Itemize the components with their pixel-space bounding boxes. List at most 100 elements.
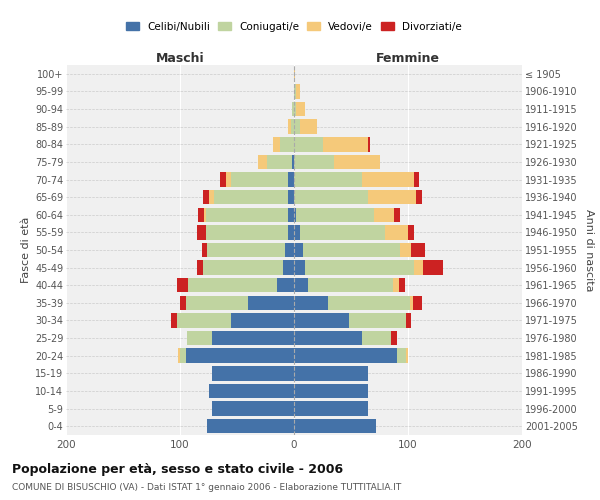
Bar	[323, 137, 368, 152]
Bar	[412, 243, 425, 257]
Bar	[362, 172, 414, 186]
Bar	[368, 190, 416, 204]
Bar	[334, 154, 380, 169]
Bar	[385, 225, 408, 240]
Bar	[198, 208, 204, 222]
Bar	[294, 331, 362, 345]
Bar	[294, 419, 376, 434]
Bar	[294, 243, 303, 257]
Bar	[206, 208, 289, 222]
Bar	[197, 225, 206, 240]
Bar	[232, 314, 294, 328]
Bar	[226, 172, 232, 186]
Bar	[289, 190, 294, 204]
Bar	[176, 314, 232, 328]
Bar	[289, 225, 294, 240]
Text: COMUNE DI BISUSCHIO (VA) - Dati ISTAT 1° gennaio 2006 - Elaborazione TUTTITALIA.: COMUNE DI BISUSCHIO (VA) - Dati ISTAT 1°…	[12, 482, 401, 492]
Bar	[289, 172, 294, 186]
Bar	[294, 278, 308, 292]
Bar	[394, 208, 400, 222]
Bar	[294, 172, 362, 186]
Bar	[212, 331, 294, 345]
Bar	[305, 260, 414, 275]
Bar	[171, 314, 176, 328]
Bar	[294, 402, 368, 416]
Y-axis label: Anni di nascita: Anni di nascita	[584, 209, 595, 291]
Bar	[294, 154, 334, 169]
Bar	[220, 172, 226, 186]
Bar	[232, 172, 289, 186]
Bar	[212, 366, 294, 380]
Bar	[300, 225, 385, 240]
Bar	[296, 102, 305, 117]
Bar	[296, 208, 374, 222]
Bar	[296, 84, 300, 98]
Bar	[186, 348, 294, 363]
Bar	[202, 243, 208, 257]
Bar	[303, 243, 400, 257]
Bar	[308, 278, 393, 292]
Bar	[176, 278, 188, 292]
Bar	[416, 190, 422, 204]
Bar	[406, 314, 412, 328]
Bar	[180, 348, 186, 363]
Bar	[410, 296, 413, 310]
Bar	[212, 402, 294, 416]
Bar	[208, 243, 285, 257]
Bar	[208, 419, 294, 434]
Bar	[209, 190, 214, 204]
Bar	[178, 348, 180, 363]
Text: Maschi: Maschi	[155, 52, 205, 65]
Bar	[188, 278, 277, 292]
Bar	[274, 137, 280, 152]
Bar	[206, 225, 289, 240]
Bar	[294, 260, 305, 275]
Bar	[294, 190, 368, 204]
Bar	[362, 331, 391, 345]
Bar	[349, 314, 406, 328]
Bar	[294, 120, 300, 134]
Bar	[209, 384, 294, 398]
Bar	[289, 120, 290, 134]
Bar	[294, 137, 323, 152]
Bar	[294, 366, 368, 380]
Bar	[397, 348, 406, 363]
Bar	[294, 348, 397, 363]
Bar	[294, 296, 328, 310]
Bar	[328, 296, 410, 310]
Bar	[414, 172, 419, 186]
Bar	[203, 260, 283, 275]
Bar	[248, 296, 294, 310]
Bar	[292, 154, 294, 169]
Bar	[277, 278, 294, 292]
Bar	[408, 225, 414, 240]
Bar	[374, 208, 394, 222]
Bar	[294, 384, 368, 398]
Bar	[204, 208, 206, 222]
Y-axis label: Fasce di età: Fasce di età	[20, 217, 31, 283]
Bar	[406, 348, 408, 363]
Bar	[203, 190, 209, 204]
Bar	[266, 154, 292, 169]
Bar	[180, 296, 186, 310]
Bar	[423, 260, 443, 275]
Bar	[290, 120, 294, 134]
Bar	[414, 260, 423, 275]
Bar	[187, 331, 212, 345]
Bar	[214, 190, 289, 204]
Bar	[285, 243, 294, 257]
Bar	[292, 102, 294, 117]
Bar	[294, 84, 296, 98]
Bar	[283, 260, 294, 275]
Bar	[289, 208, 294, 222]
Bar	[185, 296, 248, 310]
Text: Femmine: Femmine	[376, 52, 440, 65]
Bar	[280, 137, 294, 152]
Bar	[294, 225, 300, 240]
Legend: Celibi/Nubili, Coniugati/e, Vedovi/e, Divorziati/e: Celibi/Nubili, Coniugati/e, Vedovi/e, Di…	[123, 18, 465, 34]
Bar	[294, 66, 295, 81]
Text: Popolazione per età, sesso e stato civile - 2006: Popolazione per età, sesso e stato civil…	[12, 462, 343, 475]
Bar	[400, 243, 412, 257]
Bar	[294, 314, 349, 328]
Bar	[391, 331, 397, 345]
